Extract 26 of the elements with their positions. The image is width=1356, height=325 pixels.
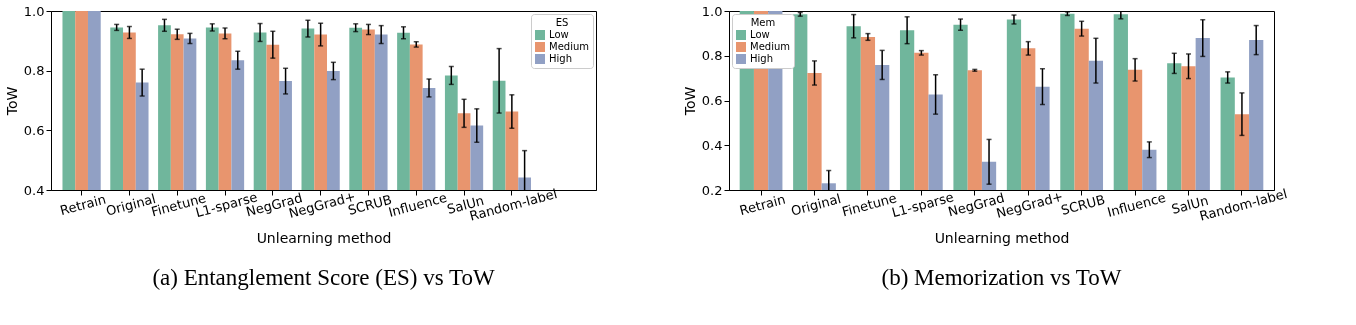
legend-label: High xyxy=(549,53,572,64)
legend-label: Medium xyxy=(750,41,790,52)
y-tick-label: 0.2 xyxy=(701,182,723,198)
y-tick-label: 0.8 xyxy=(701,48,723,64)
y-tick-label: 0.6 xyxy=(701,93,723,108)
legend-label: High xyxy=(750,53,773,64)
legend-label: Low xyxy=(750,29,770,40)
y-axis-title: ToW xyxy=(3,86,20,117)
legend-label: Low xyxy=(549,29,569,40)
y-tick-label: 0.6 xyxy=(23,122,45,138)
x-tick-label: Original xyxy=(789,190,843,219)
y-tick-label: 0.4 xyxy=(701,137,723,153)
y-tick-label: 0.4 xyxy=(23,182,45,198)
text: (b) Memorization vs ToW xyxy=(881,265,1122,291)
x-tick-label: Retrain xyxy=(737,191,787,219)
legend-title: Mem xyxy=(750,17,776,28)
x-axis-title: Unlearning method xyxy=(934,229,1070,246)
y-tick-label: 0.8 xyxy=(23,63,45,79)
y-tick-label: 1.0 xyxy=(23,3,45,19)
x-axis-title: Unlearning method xyxy=(256,229,392,246)
y-axis-title: ToW xyxy=(681,86,698,117)
y-tick-label: 1.0 xyxy=(701,3,723,19)
legend-label: Medium xyxy=(549,41,589,52)
legend-title: ES xyxy=(555,17,569,28)
x-tick-label: Influence xyxy=(1105,189,1168,220)
text: (a) Entanglement Score (ES) vs ToW xyxy=(152,265,495,291)
